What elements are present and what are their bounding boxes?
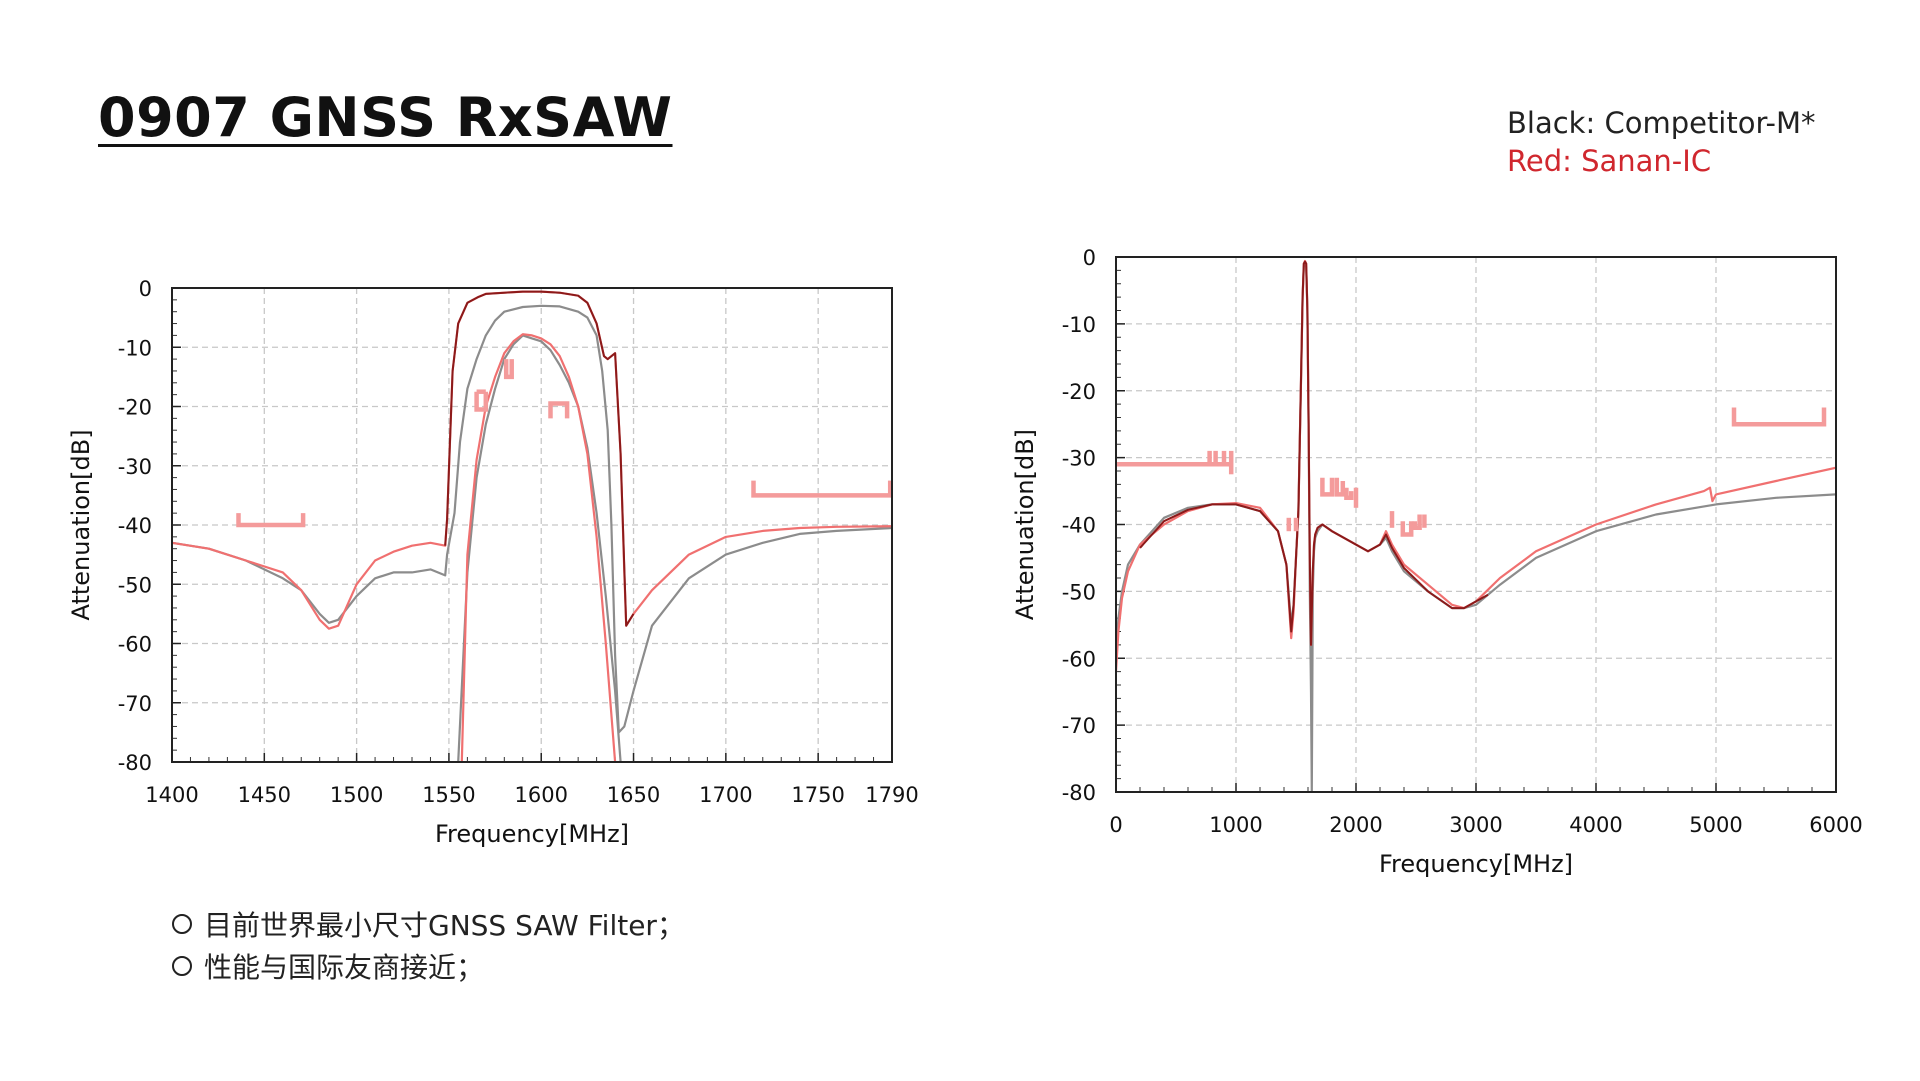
y-tick-label: -10 [118, 336, 152, 360]
y-tick-label: -70 [1062, 714, 1096, 738]
x-tick-label: 1750 [791, 783, 844, 807]
bullet-item: 目前世界最小尺寸GNSS SAW Filter； [172, 903, 685, 945]
y-tick-label: -80 [118, 751, 152, 775]
x-tick-label: 0 [1109, 813, 1122, 837]
spec-mask-line [236, 513, 306, 528]
spec-mask-line [1207, 450, 1218, 467]
x-axis-label: Frequency[MHz] [435, 820, 629, 848]
plot-frame [171, 287, 893, 763]
x-tick-label: 1550 [422, 783, 475, 807]
x-tick-label: 3000 [1449, 813, 1502, 837]
spec-mask-line [503, 359, 514, 380]
y-tick-label: -20 [1062, 380, 1096, 404]
x-tick-label: 1000 [1209, 813, 1262, 837]
y-tick-label: -20 [118, 396, 152, 420]
spec-mask-line [1400, 521, 1414, 537]
y-tick-label: -10 [1062, 313, 1096, 337]
spec-mask-line [1334, 477, 1346, 497]
x-tick-label: 1450 [238, 783, 291, 807]
series-line-sanan_dark [1139, 260, 1489, 646]
y-tick-label: -80 [1062, 781, 1096, 805]
x-tick-label: 2000 [1329, 813, 1382, 837]
y-tick-label: -40 [1062, 514, 1096, 538]
y-tick-label: 0 [139, 277, 152, 301]
x-tick-label: 5000 [1689, 813, 1742, 837]
x-tick-label: 1600 [515, 783, 568, 807]
x-tick-label: 1650 [607, 783, 660, 807]
plot-frame [1115, 256, 1837, 793]
spec-mask-line [1344, 487, 1354, 501]
bullet-text: 性能与国际友商接近； [204, 951, 485, 984]
y-tick-label: -30 [118, 455, 152, 479]
y-tick-label: -30 [1062, 447, 1096, 471]
y-tick-label: -60 [118, 633, 152, 657]
series-line-sanan [460, 333, 617, 762]
x-tick-label: 1790 [865, 783, 918, 807]
x-tick-label: 1500 [330, 783, 383, 807]
y-axis-label: Attenuation[dB] [1011, 429, 1039, 620]
series-line-competitor [457, 334, 622, 762]
y-tick-label: -70 [118, 692, 152, 716]
spec-mask-line [1731, 407, 1827, 427]
y-axis-label: Attenuation[dB] [67, 429, 95, 620]
bullet-text: 目前世界最小尺寸GNSS SAW Filter； [204, 909, 685, 942]
slide-title: 0907 GNSS RxSAW [98, 86, 673, 149]
y-tick-label: -50 [1062, 580, 1096, 604]
spec-mask-line [1412, 514, 1422, 531]
spec-mask-line [474, 391, 489, 412]
bullet-list: 目前世界最小尺寸GNSS SAW Filter； 性能与国际友商接近； [172, 903, 685, 987]
x-tick-label: 4000 [1569, 813, 1622, 837]
bullet-circle-icon [172, 956, 192, 976]
x-axis-label: Frequency[MHz] [1379, 850, 1573, 878]
y-tick-label: -60 [1062, 647, 1096, 671]
x-tick-label: 1700 [699, 783, 752, 807]
spec-mask-line [1320, 477, 1335, 497]
y-tick-label: -50 [118, 573, 152, 597]
x-tick-label: 1400 [145, 783, 198, 807]
series-line-sanan_dark [444, 290, 635, 627]
series-line-competitor [172, 304, 892, 734]
legend-sanan: Red: Sanan-IC [1507, 144, 1712, 178]
y-tick-label: 0 [1083, 246, 1096, 270]
bullet-item: 性能与国际友商接近； [172, 945, 685, 987]
y-tick-label: -40 [118, 514, 152, 538]
x-tick-label: 6000 [1809, 813, 1862, 837]
spec-mask-line [751, 480, 892, 498]
legend-competitor: Black: Competitor-M* [1507, 106, 1816, 140]
spec-mask-line [548, 401, 570, 419]
bullet-circle-icon [172, 914, 192, 934]
